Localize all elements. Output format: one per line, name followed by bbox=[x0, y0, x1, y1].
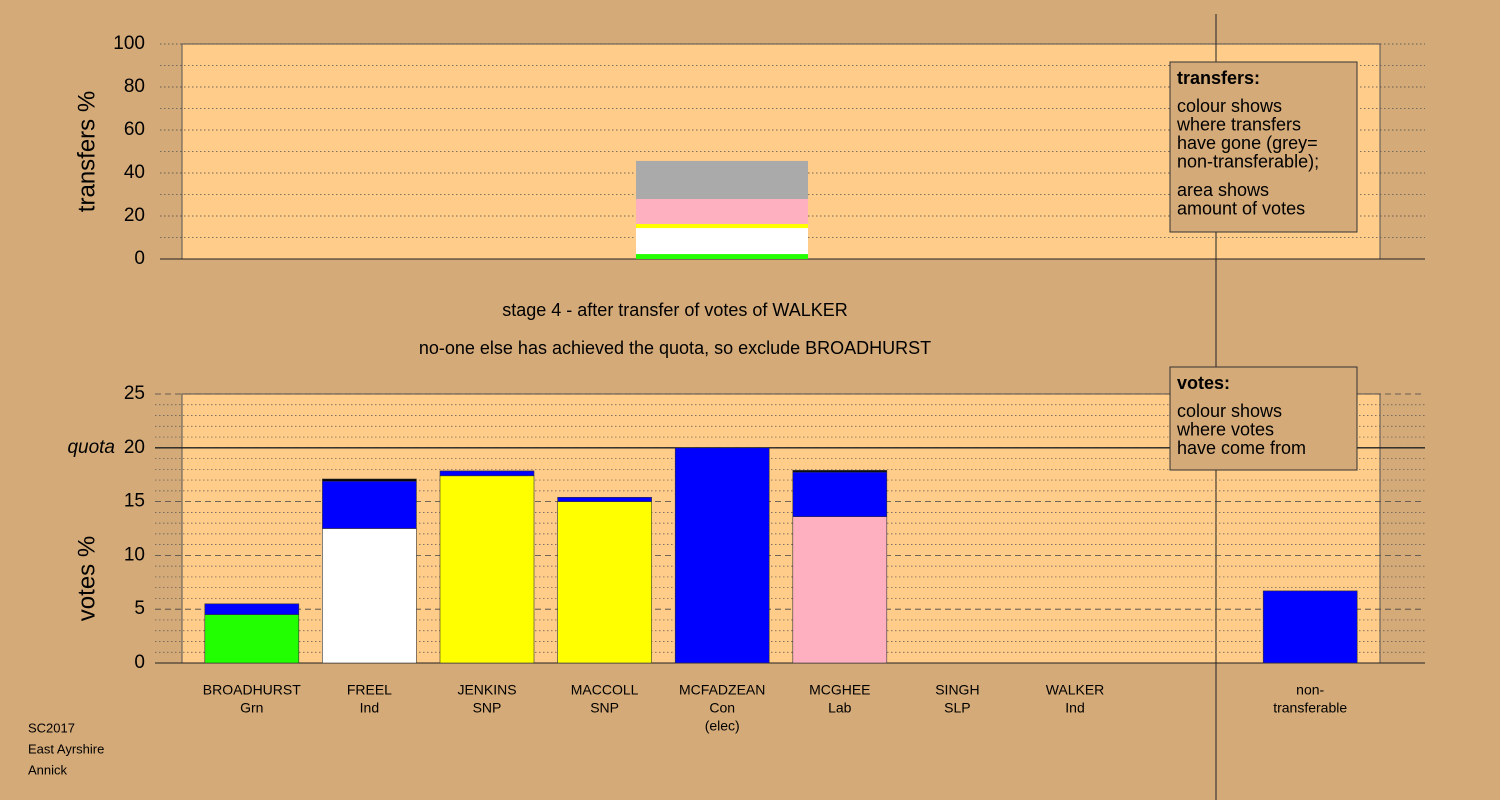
bar-segment bbox=[636, 199, 808, 224]
legend-text: non-transferable); bbox=[1177, 151, 1319, 171]
bar-segment bbox=[322, 480, 417, 529]
footer-text: East Ayrshire bbox=[28, 741, 104, 756]
legend-box bbox=[1169, 366, 1358, 471]
y-tick-label: 100 bbox=[113, 33, 145, 54]
x-tick-label: SLP bbox=[944, 700, 970, 716]
bar-segment bbox=[792, 516, 888, 664]
y-tick-label: 20 bbox=[124, 205, 145, 226]
bar-segment bbox=[792, 470, 888, 473]
bar-segment bbox=[1262, 590, 1358, 664]
legend-text: have come from bbox=[1177, 438, 1306, 458]
x-tick-label: (elec) bbox=[705, 718, 740, 734]
footer-text: Annick bbox=[28, 762, 68, 777]
legend-text: colour shows bbox=[1177, 96, 1282, 116]
legend-text: have gone (grey= bbox=[1177, 133, 1318, 153]
legend-text: where votes bbox=[1176, 419, 1274, 439]
x-tick-label: SINGH bbox=[935, 682, 979, 698]
x-tick-label: SNP bbox=[473, 700, 502, 716]
y-tick-label: 60 bbox=[124, 119, 145, 140]
quota-label: quota bbox=[67, 437, 115, 458]
bar-segment bbox=[557, 496, 652, 502]
y-tick-label: 20 bbox=[124, 437, 145, 458]
annotation: no-one else has achieved the quota, so e… bbox=[419, 338, 931, 358]
bar-segment bbox=[636, 228, 808, 255]
x-tick-label: MCFADZEAN bbox=[679, 682, 765, 698]
bar-segment bbox=[792, 471, 888, 517]
x-tick-label: FREEL bbox=[347, 682, 392, 698]
legend-text: where transfers bbox=[1176, 114, 1301, 134]
legend-title: transfers: bbox=[1177, 68, 1260, 88]
y-tick-label: 80 bbox=[124, 76, 145, 97]
legend-text: colour shows bbox=[1177, 401, 1282, 421]
x-tick-label: Ind bbox=[360, 700, 379, 716]
legend-text: amount of votes bbox=[1177, 198, 1305, 218]
y-tick-label: 5 bbox=[134, 598, 145, 619]
x-tick-label: WALKER bbox=[1046, 682, 1105, 698]
bar-segment bbox=[204, 603, 300, 615]
bar-segment bbox=[439, 470, 535, 477]
bar-segment bbox=[204, 614, 300, 664]
bar-segment bbox=[636, 254, 808, 259]
y-tick-label: 10 bbox=[124, 544, 145, 565]
x-tick-label: Con bbox=[709, 700, 735, 716]
y-tick-label: 0 bbox=[134, 248, 145, 269]
bar-segment bbox=[322, 528, 417, 664]
footer-text: SC2017 bbox=[28, 720, 75, 735]
x-tick-label: non- bbox=[1296, 682, 1324, 698]
bar-segment bbox=[636, 223, 808, 229]
x-tick-label: Grn bbox=[240, 700, 263, 716]
bar-segment bbox=[439, 475, 535, 664]
y-tick-label: 15 bbox=[124, 491, 145, 512]
y-tick-label: 40 bbox=[124, 162, 145, 183]
bar-segment bbox=[636, 160, 808, 200]
x-tick-label: MCGHEE bbox=[809, 682, 870, 698]
x-tick-label: BROADHURST bbox=[203, 682, 301, 698]
bar-segment bbox=[557, 501, 652, 664]
x-tick-label: Lab bbox=[828, 700, 852, 716]
x-tick-label: transferable bbox=[1273, 700, 1347, 716]
bar-segment bbox=[322, 478, 417, 482]
y-axis-title: votes % bbox=[73, 536, 100, 621]
annotation: stage 4 - after transfer of votes of WAL… bbox=[502, 300, 847, 320]
y-tick-label: 25 bbox=[124, 383, 145, 404]
y-tick-label: 0 bbox=[134, 652, 145, 673]
bar-segment bbox=[674, 447, 770, 664]
x-tick-label: Ind bbox=[1065, 700, 1084, 716]
y-axis-title: transfers % bbox=[73, 91, 100, 212]
x-tick-label: MACCOLL bbox=[571, 682, 639, 698]
x-tick-label: JENKINS bbox=[457, 682, 516, 698]
legend-text: area shows bbox=[1177, 180, 1269, 200]
legend-title: votes: bbox=[1177, 373, 1230, 393]
x-tick-label: SNP bbox=[590, 700, 619, 716]
legend-box bbox=[1169, 61, 1358, 233]
